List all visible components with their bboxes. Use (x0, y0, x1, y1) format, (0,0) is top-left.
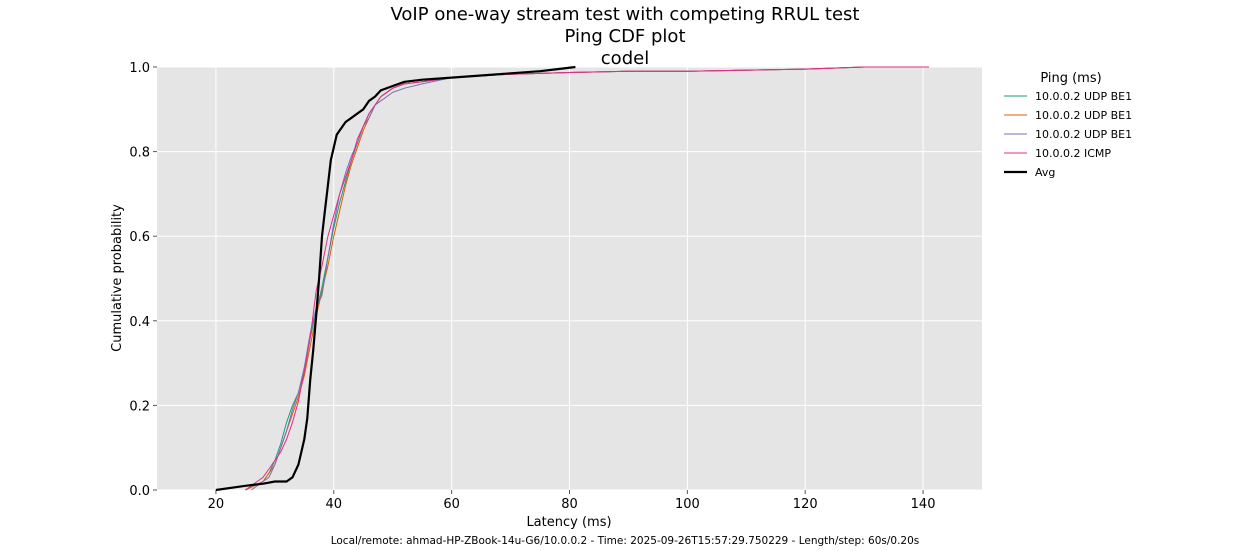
y-axis-label: Cumulative probability (110, 204, 125, 352)
series-line-4 (215, 65, 576, 492)
x-tick-label: 60 (443, 497, 460, 512)
chart-title-line-1: VoIP one-way stream test with competing … (391, 4, 860, 25)
legend-label-3: 10.0.0.2 ICMP (1035, 147, 1111, 160)
legend: Ping (ms) 10.0.0.2 UDP BE1 10.0.0.2 UDP B… (1004, 71, 1132, 179)
y-tick-label: 0.4 (129, 315, 150, 330)
legend-label-1: 10.0.0.2 UDP BE1 (1035, 109, 1132, 122)
legend-title: Ping (ms) (1040, 71, 1101, 86)
y-tick-label: 0.2 (129, 399, 150, 414)
x-tick-label: 120 (793, 497, 818, 512)
legend-label-0: 10.0.0.2 UDP BE1 (1035, 90, 1132, 103)
chart-title-line-3: codel (601, 48, 649, 69)
x-tick-label: 100 (675, 497, 700, 512)
x-tick-label: 20 (208, 497, 225, 512)
y-tick-label: 1.0 (129, 61, 150, 76)
y-tick-label: 0.0 (129, 484, 150, 499)
x-axis-label: Latency (ms) (526, 515, 611, 530)
legend-label-4: Avg (1035, 166, 1055, 179)
series-line-3 (245, 66, 929, 491)
chart-title-line-2: Ping CDF plot (564, 26, 685, 47)
axis-ticks: 20 40 60 80 100 120 140 0.0 0.2 0.4 0.6 0.8 1.0 (129, 61, 935, 512)
grid-lines (157, 66, 982, 491)
series-lines (215, 65, 929, 492)
y-tick-label: 0.6 (129, 230, 150, 245)
y-tick-label: 0.8 (129, 146, 150, 161)
x-tick-label: 40 (326, 497, 343, 512)
legend-label-2: 10.0.0.2 UDP BE1 (1035, 128, 1132, 141)
x-tick-label: 140 (911, 497, 936, 512)
footer-info: Local/remote: ahmad-HP-ZBook-14u-G6/10.0… (331, 535, 920, 547)
x-tick-label: 80 (561, 497, 578, 512)
